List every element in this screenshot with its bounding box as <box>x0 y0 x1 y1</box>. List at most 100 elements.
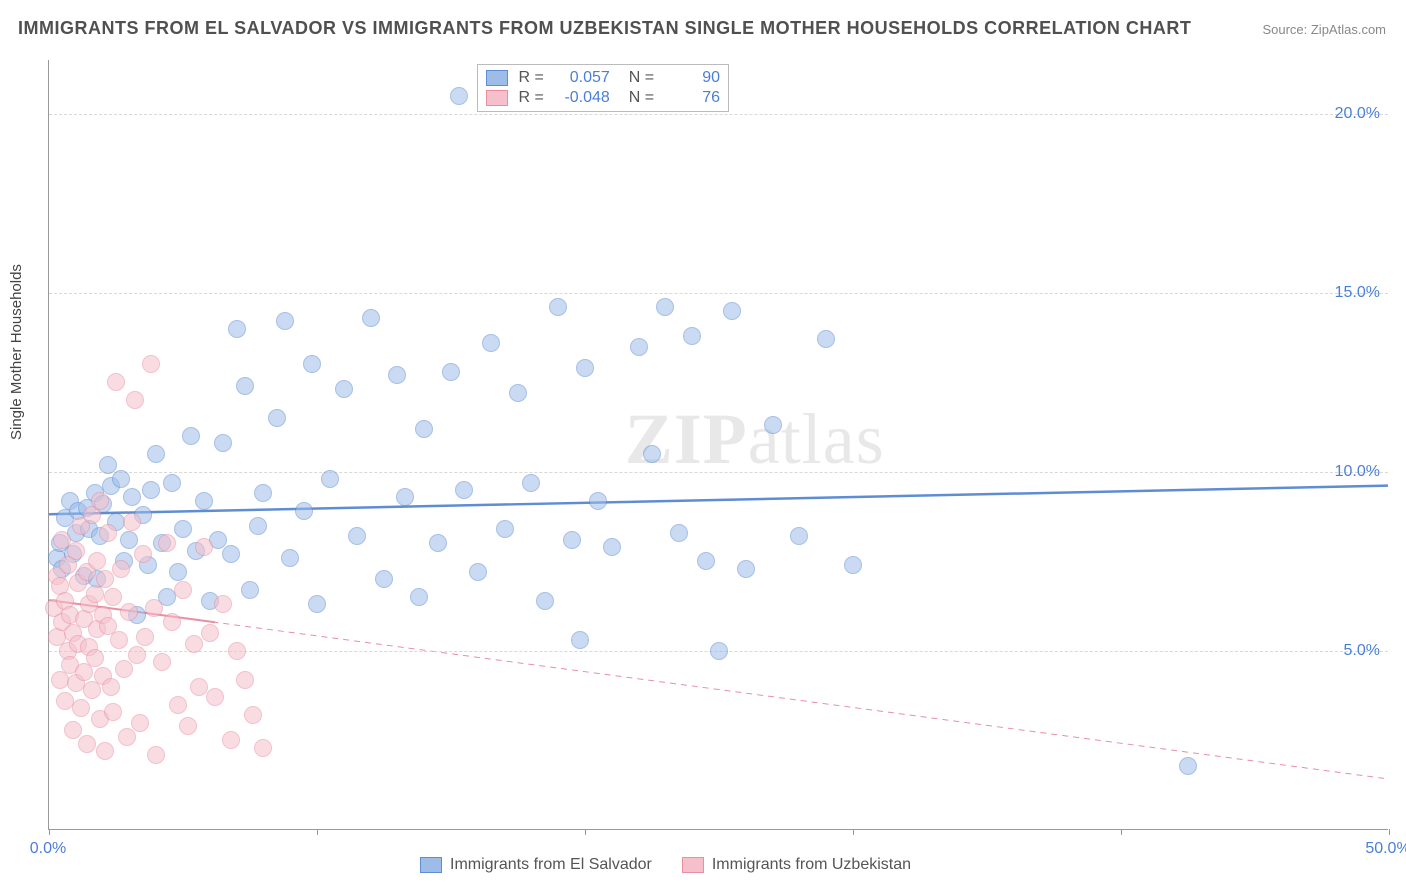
scatter-point <box>153 534 171 552</box>
scatter-point <box>169 696 187 714</box>
scatter-point <box>163 613 181 631</box>
scatter-point <box>48 567 66 585</box>
scatter-point <box>80 520 98 538</box>
scatter-point <box>123 488 141 506</box>
scatter-point <box>163 474 181 492</box>
scatter-point <box>110 631 128 649</box>
scatter-point <box>222 545 240 563</box>
scatter-point <box>88 552 106 570</box>
scatter-point <box>589 492 607 510</box>
scatter-point <box>723 302 741 320</box>
scatter-point <box>56 692 74 710</box>
legend-series-name: Immigrants from Uzbekistan <box>712 856 911 874</box>
scatter-point <box>67 674 85 692</box>
scatter-point <box>348 527 366 545</box>
legend-n-label: N = <box>620 69 654 87</box>
scatter-point <box>59 556 77 574</box>
legend-row: R =-0.048 N =76 <box>486 89 720 107</box>
scatter-point <box>83 506 101 524</box>
x-tick-label: 50.0% <box>1365 840 1406 858</box>
scatter-point <box>375 570 393 588</box>
scatter-point <box>469 563 487 581</box>
scatter-point <box>396 488 414 506</box>
scatter-point <box>158 588 176 606</box>
y-axis-label: Single Mother Households <box>8 264 25 440</box>
scatter-point <box>496 520 514 538</box>
scatter-point <box>78 499 96 517</box>
scatter-point <box>195 492 213 510</box>
scatter-point <box>1179 757 1197 775</box>
scatter-point <box>182 427 200 445</box>
scatter-point <box>53 531 71 549</box>
scatter-point <box>94 606 112 624</box>
legend-r-value: -0.048 <box>554 89 610 107</box>
trend-line <box>49 600 1388 779</box>
scatter-point <box>201 592 219 610</box>
scatter-point <box>128 606 146 624</box>
scatter-point <box>362 309 380 327</box>
scatter-point <box>509 384 527 402</box>
scatter-point <box>69 574 87 592</box>
y-tick-label: 5.0% <box>1344 642 1380 660</box>
scatter-point <box>112 560 130 578</box>
scatter-point <box>107 513 125 531</box>
trendlines-layer <box>49 60 1388 829</box>
scatter-point <box>195 538 213 556</box>
scatter-point <box>147 746 165 764</box>
scatter-point <box>72 517 90 535</box>
scatter-point <box>61 606 79 624</box>
scatter-point <box>134 545 152 563</box>
scatter-point <box>48 549 66 567</box>
scatter-point <box>56 509 74 527</box>
scatter-point <box>209 531 227 549</box>
scatter-point <box>764 416 782 434</box>
scatter-point <box>276 312 294 330</box>
scatter-point <box>102 678 120 696</box>
source-attribution: Source: ZipAtlas.com <box>1262 22 1386 37</box>
legend-item: Immigrants from Uzbekistan <box>682 856 911 874</box>
scatter-point <box>96 570 114 588</box>
scatter-point <box>123 513 141 531</box>
scatter-point <box>222 731 240 749</box>
scatter-point <box>91 527 109 545</box>
scatter-point <box>169 563 187 581</box>
scatter-point <box>656 298 674 316</box>
scatter-point <box>415 420 433 438</box>
gridline <box>49 114 1388 115</box>
scatter-point <box>80 595 98 613</box>
scatter-point <box>75 567 93 585</box>
scatter-point <box>118 728 136 746</box>
scatter-point <box>126 391 144 409</box>
scatter-point <box>88 570 106 588</box>
gridline <box>49 293 1388 294</box>
scatter-point <box>576 359 594 377</box>
scatter-point <box>107 373 125 391</box>
scatter-point <box>78 563 96 581</box>
trend-line-solid <box>49 600 215 622</box>
scatter-point <box>790 527 808 545</box>
scatter-point <box>153 653 171 671</box>
scatter-point <box>115 660 133 678</box>
legend-n-value: 90 <box>664 69 720 87</box>
scatter-point <box>75 663 93 681</box>
scatter-point <box>147 445 165 463</box>
scatter-point <box>96 742 114 760</box>
scatter-point <box>737 560 755 578</box>
scatter-point <box>61 492 79 510</box>
scatter-point <box>179 717 197 735</box>
scatter-point <box>102 477 120 495</box>
scatter-point <box>536 592 554 610</box>
scatter-point <box>64 545 82 563</box>
scatter-point <box>281 549 299 567</box>
legend-series-name: Immigrants from El Salvador <box>450 856 652 874</box>
gridline <box>49 651 1388 652</box>
scatter-point <box>48 628 66 646</box>
y-tick-label: 20.0% <box>1335 105 1380 123</box>
scatter-point <box>254 739 272 757</box>
scatter-point <box>136 628 154 646</box>
scatter-point <box>190 678 208 696</box>
scatter-point <box>670 524 688 542</box>
legend-r-value: 0.057 <box>554 69 610 87</box>
legend-r-label: R = <box>518 69 543 87</box>
scatter-point <box>61 656 79 674</box>
